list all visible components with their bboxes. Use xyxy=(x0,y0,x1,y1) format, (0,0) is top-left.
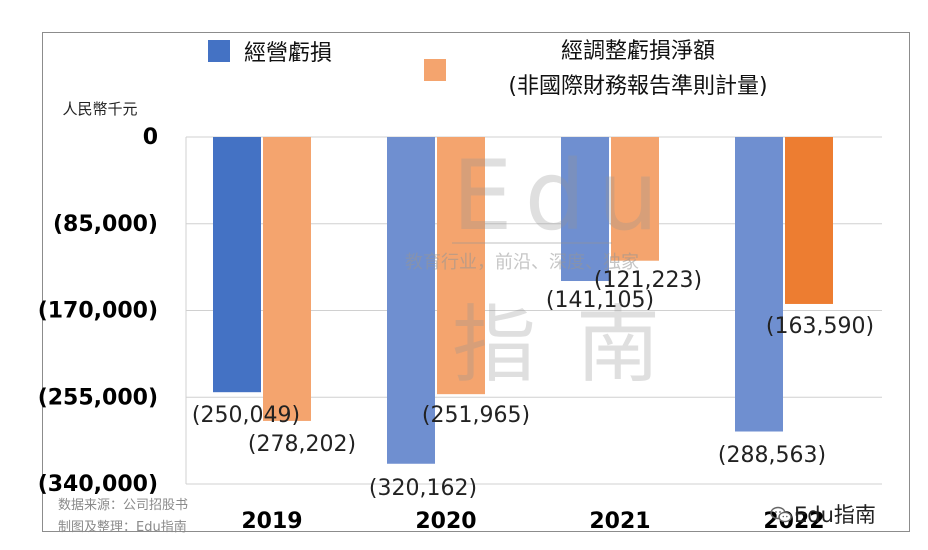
legend-swatch-series-1 xyxy=(208,40,230,62)
data-label: (141,105) xyxy=(546,288,654,313)
data-label: (163,590) xyxy=(766,314,874,339)
y-tick-label: (340,000) xyxy=(38,472,158,497)
watermark-divider xyxy=(452,242,612,244)
bar-2022-series-1 xyxy=(735,137,783,432)
y-tick-label: 0 xyxy=(143,125,158,150)
data-label: (320,162) xyxy=(369,476,477,501)
bar-2019-series-2 xyxy=(263,137,311,421)
legend-swatch-series-2 xyxy=(424,59,446,81)
bar-2021-series-2 xyxy=(611,137,659,261)
legend-label-line: 經調整虧損淨額 xyxy=(561,39,715,64)
data-label: (278,202) xyxy=(248,432,356,457)
x-tick-label: 2020 xyxy=(415,509,476,534)
bar-2020-series-1 xyxy=(387,137,435,464)
x-tick-label: 2019 xyxy=(241,509,302,534)
author-note: 制图及整理：Edu指南 xyxy=(58,520,187,535)
bar-2020-series-2 xyxy=(437,137,485,395)
brand-label: Edu指南 xyxy=(794,503,876,527)
data-label: (251,965) xyxy=(422,403,530,428)
data-label: (288,563) xyxy=(718,443,826,468)
y-axis-title: 人民幣千元 xyxy=(62,100,137,118)
legend-label-series-1: 經營虧損 xyxy=(244,41,332,66)
wechat-icon xyxy=(770,506,792,523)
x-tick-label: 2022 xyxy=(763,509,824,534)
bar-2022-series-2 xyxy=(785,137,833,304)
data-label: (250,049) xyxy=(192,403,300,428)
source-note: 数据来源：公司招股书 xyxy=(58,498,189,513)
y-tick-label: (255,000) xyxy=(38,385,158,410)
chart-frame xyxy=(42,32,910,532)
y-tick-label: (170,000) xyxy=(38,299,158,324)
data-label: (121,223) xyxy=(594,268,702,293)
legend-label-series-2: 經調整虧損淨額 (非國際財務報告準則計量) xyxy=(508,39,767,99)
brand-footer: Edu指南 xyxy=(770,499,876,529)
legend-label-line: (非國際財務報告準則計量) xyxy=(508,74,767,99)
x-tick-label: 2021 xyxy=(589,509,650,534)
bar-2019-series-1 xyxy=(213,137,261,393)
y-tick-label: (85,000) xyxy=(53,212,158,237)
bar-2021-series-1 xyxy=(561,137,609,282)
